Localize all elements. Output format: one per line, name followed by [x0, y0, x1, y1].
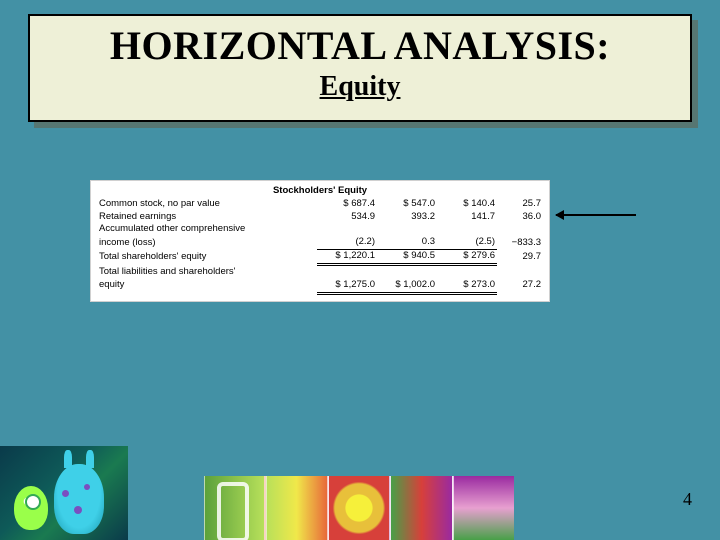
- cell: $ 1,220.1: [317, 250, 377, 265]
- table-header: Stockholders' Equity: [97, 185, 543, 198]
- row-label: Total shareholders' equity: [97, 250, 317, 265]
- pointer-arrow-icon: [556, 214, 636, 216]
- row-label: Common stock, no par value: [97, 198, 317, 211]
- cell: $ 687.4: [317, 198, 377, 211]
- cell: $ 140.4: [437, 198, 497, 211]
- cell: (2.5): [437, 236, 497, 249]
- table-row: Retained earnings 534.9 393.2 141.7 36.0: [97, 211, 543, 224]
- character-icon: [14, 486, 48, 530]
- table-row: Common stock, no par value $ 687.4 $ 547…: [97, 198, 543, 211]
- cell: $ 1,002.0: [377, 279, 437, 293]
- character-icon: [54, 464, 104, 534]
- row-label: Accumulated other comprehensive: [97, 223, 543, 236]
- cell: −833.3: [497, 236, 543, 249]
- table-row: Accumulated other comprehensive: [97, 223, 543, 236]
- page-number: 4: [683, 489, 692, 510]
- cell: 29.7: [497, 250, 543, 265]
- cell: $ 940.5: [377, 250, 437, 265]
- cell: $ 273.0: [437, 279, 497, 293]
- row-label: Total liabilities and shareholders': [97, 264, 543, 278]
- table-row: Total liabilities and shareholders': [97, 264, 543, 278]
- title-box: HORIZONTAL ANALYSIS: Equity: [28, 14, 692, 122]
- cell: $ 1,275.0: [317, 279, 377, 293]
- table-row: income (loss) (2.2) 0.3 (2.5) −833.3: [97, 236, 543, 249]
- cell: 534.9: [317, 211, 377, 224]
- cell: (2.2): [317, 236, 377, 249]
- grid-overlay: [204, 476, 514, 540]
- cell: 25.7: [497, 198, 543, 211]
- cell: $ 547.0: [377, 198, 437, 211]
- row-label: income (loss): [97, 236, 317, 249]
- decorative-image-center: [204, 476, 514, 540]
- cell: $ 279.6: [437, 250, 497, 265]
- title-main: HORIZONTAL ANALYSIS:: [30, 22, 690, 69]
- cell: 141.7: [437, 211, 497, 224]
- table-row: equity $ 1,275.0 $ 1,002.0 $ 273.0 27.2: [97, 279, 543, 293]
- table-header-row: Stockholders' Equity: [97, 185, 543, 198]
- row-label: Retained earnings: [97, 211, 317, 224]
- equity-table: Stockholders' Equity Common stock, no pa…: [90, 180, 550, 302]
- table: Stockholders' Equity Common stock, no pa…: [97, 185, 543, 295]
- decorative-image-left: [0, 446, 128, 540]
- title-sub: Equity: [30, 71, 690, 103]
- cell: 0.3: [377, 236, 437, 249]
- cell: 36.0: [497, 211, 543, 224]
- table-row: Total shareholders' equity $ 1,220.1 $ 9…: [97, 250, 543, 265]
- cell: 393.2: [377, 211, 437, 224]
- cell: 27.2: [497, 279, 543, 293]
- row-label: equity: [97, 279, 317, 293]
